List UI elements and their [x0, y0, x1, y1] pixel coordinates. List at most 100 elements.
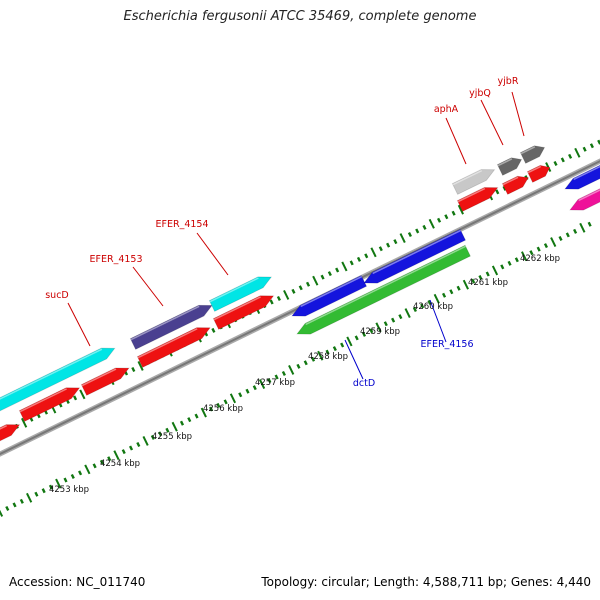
tick-mark	[550, 237, 557, 247]
tick-mark	[369, 328, 374, 334]
map-title: Escherichia fergusonii ATCC 35469, compl…	[123, 9, 477, 24]
tick-mark	[543, 243, 549, 249]
cds-blue-1[interactable]	[291, 274, 368, 317]
tick-mark	[422, 224, 427, 230]
tick-mark	[298, 285, 303, 291]
tick-mark	[449, 289, 454, 295]
cds-magenta-1[interactable]	[569, 187, 600, 211]
cds-red-2-highlight	[19, 388, 67, 413]
cds-blue-3[interactable]	[564, 162, 600, 190]
gene-label-sucD: sucD	[45, 290, 69, 301]
tick-mark	[113, 450, 120, 461]
gene-EFER_4153-cds-highlight	[130, 305, 200, 341]
tick-mark	[386, 242, 391, 248]
tick-mark	[370, 247, 377, 258]
tick-mark	[471, 278, 476, 284]
tick-mark	[335, 267, 340, 273]
tick-mark	[78, 470, 83, 476]
cds-red-1[interactable]	[0, 424, 21, 450]
gene-label-dctD: dctD	[353, 378, 375, 389]
tick-mark	[354, 335, 359, 341]
tick-mark	[529, 250, 534, 256]
tick-mark	[404, 308, 411, 318]
tick-mark	[420, 303, 425, 309]
tick-mark	[73, 395, 78, 401]
tick-label: 4254 kbp	[100, 459, 140, 469]
gene-label-EFER_4153: EFER_4153	[90, 254, 143, 265]
cds-red-3[interactable]	[80, 367, 130, 396]
gene-dctD-cds[interactable]	[296, 244, 471, 335]
tick-label: 4258 kbp	[308, 352, 348, 362]
cds-blue-2-highlight	[372, 229, 462, 275]
tick-mark	[514, 257, 519, 263]
tick-mark	[521, 251, 528, 262]
cds-red-8[interactable]	[526, 164, 551, 183]
tick-mark	[545, 162, 552, 172]
tick-mark	[48, 484, 53, 490]
cds-red-5-highlight	[213, 296, 261, 321]
tick-mark	[171, 421, 178, 432]
tick-mark	[346, 336, 353, 347]
tick-mark	[238, 392, 243, 398]
cds-red-5[interactable]	[212, 295, 275, 330]
tick-mark	[433, 293, 440, 304]
tick-mark	[121, 449, 126, 455]
cds-red-2[interactable]	[18, 387, 81, 422]
tick-mark	[0, 509, 4, 517]
tick-mark	[84, 464, 91, 475]
tick-mark	[19, 498, 24, 504]
label-leader-line	[344, 339, 364, 380]
tick-mark	[457, 204, 464, 215]
tick-mark	[245, 388, 250, 394]
label-leader-line	[132, 266, 164, 307]
tick-mark	[437, 217, 442, 223]
tick-mark	[565, 232, 570, 238]
gene-label-EFER_4154: EFER_4154	[156, 219, 209, 230]
cds-red-6-highlight	[457, 187, 486, 203]
cds-red-4[interactable]	[136, 327, 211, 368]
gene-EFER_4154-cds[interactable]	[208, 276, 273, 312]
tick-mark	[63, 477, 68, 483]
cds-blue-3-highlight	[573, 165, 600, 181]
tick-mark	[179, 420, 185, 426]
tick-mark	[79, 389, 86, 400]
gene-aphA-cds[interactable]	[451, 169, 496, 195]
gene-yjbR-cds[interactable]	[519, 145, 546, 164]
tick-mark	[296, 363, 301, 369]
tick-label: 4261 kbp	[468, 278, 508, 288]
tick-mark	[574, 147, 581, 158]
gene-yjbQ-cds[interactable]	[496, 157, 523, 176]
gene-EFER_4153-cds[interactable]	[129, 304, 213, 350]
tick-mark	[223, 399, 228, 405]
label-leader-line	[67, 302, 91, 347]
cds-red-1-highlight	[0, 424, 7, 430]
tick-mark	[573, 228, 578, 234]
tick-mark	[252, 385, 257, 391]
label-leader-line	[445, 117, 467, 165]
gene-dctD-cds-highlight	[305, 245, 466, 326]
tick-mark	[536, 246, 541, 252]
cds-red-6[interactable]	[456, 187, 499, 212]
tick-mark	[500, 264, 505, 270]
tick-mark	[136, 442, 141, 448]
tick-mark	[589, 143, 594, 149]
tick-mark	[26, 492, 33, 503]
tick-mark	[194, 413, 199, 419]
tick-mark	[502, 185, 507, 191]
tick-mark	[579, 222, 586, 233]
tick-mark	[310, 356, 316, 362]
gene-sucD-cds[interactable]	[0, 347, 116, 419]
tick-mark	[281, 370, 286, 376]
tick-mark	[283, 289, 290, 300]
gene-features[interactable]	[0, 145, 600, 450]
tick-mark	[276, 295, 281, 301]
tick-mark	[99, 459, 104, 465]
gene-labels: sucD EFER_4153 EFER_4154 aphA yjbQ yjbR dctD EF…	[45, 76, 519, 389]
gene-label-EFER_4156: EFER_4156	[421, 339, 474, 350]
tick-mark	[137, 361, 144, 371]
tick-label: 4255 kbp	[152, 432, 192, 442]
label-leaders	[67, 91, 525, 380]
cds-blue-2[interactable]	[363, 228, 467, 284]
cds-red-7[interactable]	[501, 175, 530, 195]
